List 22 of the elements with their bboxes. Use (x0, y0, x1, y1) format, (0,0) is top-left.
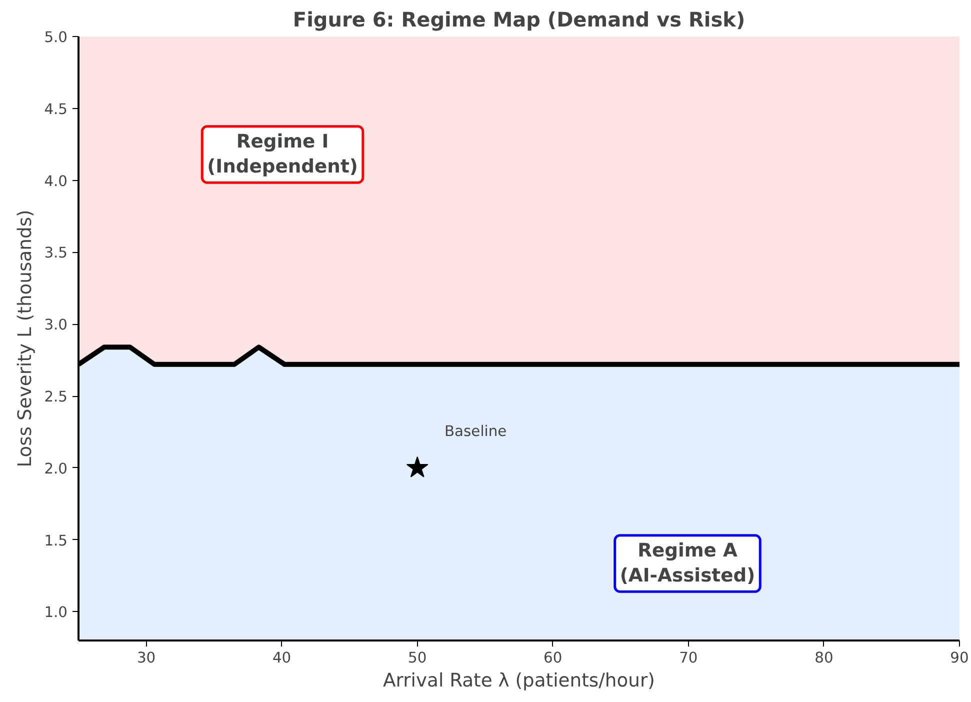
y-tick-label: 2.5 (44, 388, 68, 406)
y-tick-label: 5.0 (44, 29, 68, 46)
y-tick-label: 4.0 (44, 172, 68, 190)
annotation: Regime A (AI-Assisted) (620, 540, 756, 587)
x-tick-label: 70 (679, 650, 698, 666)
y-tick-label: 1.5 (44, 532, 68, 550)
chart-title: Figure 6: Regime Map (Demand vs Risk) (292, 8, 746, 32)
x-tick-label: 40 (272, 650, 292, 666)
x-tick-label: 80 (814, 650, 834, 666)
y-axis-title: Loss Severity L (thousands) (15, 210, 36, 468)
annotation: Baseline (444, 423, 507, 440)
y-tick-label: 3.5 (44, 244, 68, 262)
y-tick-label: 4.5 (44, 100, 68, 118)
annotation: Regime I (Independent) (207, 131, 358, 178)
x-tick-label: 50 (408, 650, 427, 666)
x-tick-label: 30 (136, 650, 156, 666)
y-tick-label: 3.0 (44, 316, 68, 334)
x-tick-label: 60 (544, 650, 562, 666)
y-tick-label: 2.0 (44, 460, 68, 478)
x-axis-title: Arrival Rate λ (patients/hour) (383, 670, 655, 692)
y-tick-label: 1.0 (44, 604, 68, 622)
x-tick-label: 90 (950, 650, 969, 666)
